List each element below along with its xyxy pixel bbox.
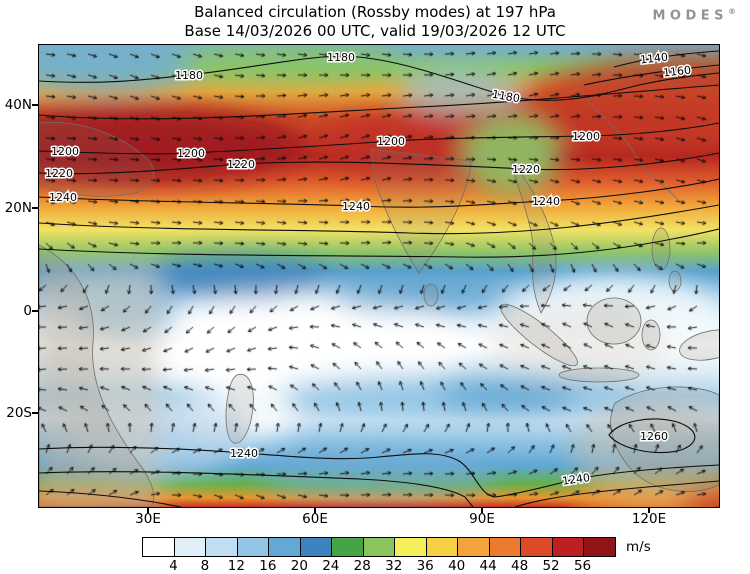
colorbar-cell [174,538,207,556]
colorbar-tick-label: 8 [200,558,210,574]
colorbar-cell [489,538,522,556]
colorbar-cell [395,538,427,556]
y-axis-label-20n: 20N [4,200,32,216]
colorbar-cell [584,538,615,556]
axis-tick [314,507,316,513]
colorbar-unit: m/s [626,539,651,555]
axis-tick [32,310,38,312]
colorbar-cell [300,538,333,556]
colorbar-tick-label: 44 [479,558,497,574]
colorbar-cell [458,538,490,556]
wind-arrows-canvas [39,45,719,507]
colorbar-tick-label: 52 [542,558,560,574]
colorbar-tick-label: 36 [416,558,434,574]
colorbar-cell [143,538,175,556]
axis-tick [147,507,149,513]
colorbar-cell [521,538,553,556]
registered-mark-icon: ® [728,7,736,16]
colorbar-tick-label: 20 [290,558,308,574]
colorbar-tick-label: 12 [227,558,245,574]
y-axis-label-40n: 40N [4,97,32,113]
chart-subtitle: Base 14/03/2026 00 UTC, valid 19/03/2026… [184,22,566,40]
y-axis-label-20s: 20S [6,405,32,421]
colorbar-cell [206,538,238,556]
modes-logo: MODES® [652,7,736,23]
modes-logo-text: MODES [652,8,728,24]
colorbar-cell [363,538,396,556]
x-axis-label-120e: 120E [631,511,667,527]
chart-header: Balanced circulation (Rossby modes) at 1… [0,3,750,41]
colorbar-tick-label: 32 [385,558,403,574]
axis-tick [32,412,38,414]
colorbar-tick-label: 48 [511,558,529,574]
map-area: 1140 1160 1180 1180 1180 1200 1200 1200 … [38,44,720,508]
colorbar-cell [237,538,270,556]
colorbar-tick-label: 40 [448,558,466,574]
colorbar-tick-label: 56 [573,558,592,574]
colorbar-tick-label: 28 [353,558,371,574]
axis-tick [32,104,38,106]
colorbar [142,537,616,557]
axis-tick [481,507,483,513]
chart-title: Balanced circulation (Rossby modes) at 1… [194,3,556,21]
axis-tick [32,207,38,209]
axis-tick [648,507,650,513]
colorbar-tick-label: 4 [169,558,178,574]
x-axis-label-90e: 90E [469,511,495,527]
colorbar-tick-label: 24 [322,558,340,574]
colorbar-tick-label: 16 [259,558,277,574]
x-axis-label-30e: 30E [135,511,161,527]
colorbar-cell [552,538,585,556]
x-axis-label-60e: 60E [302,511,328,527]
colorbar-cell [332,538,364,556]
colorbar-cell [426,538,459,556]
colorbar-cell [269,538,301,556]
y-axis-label-0: 0 [23,303,32,319]
